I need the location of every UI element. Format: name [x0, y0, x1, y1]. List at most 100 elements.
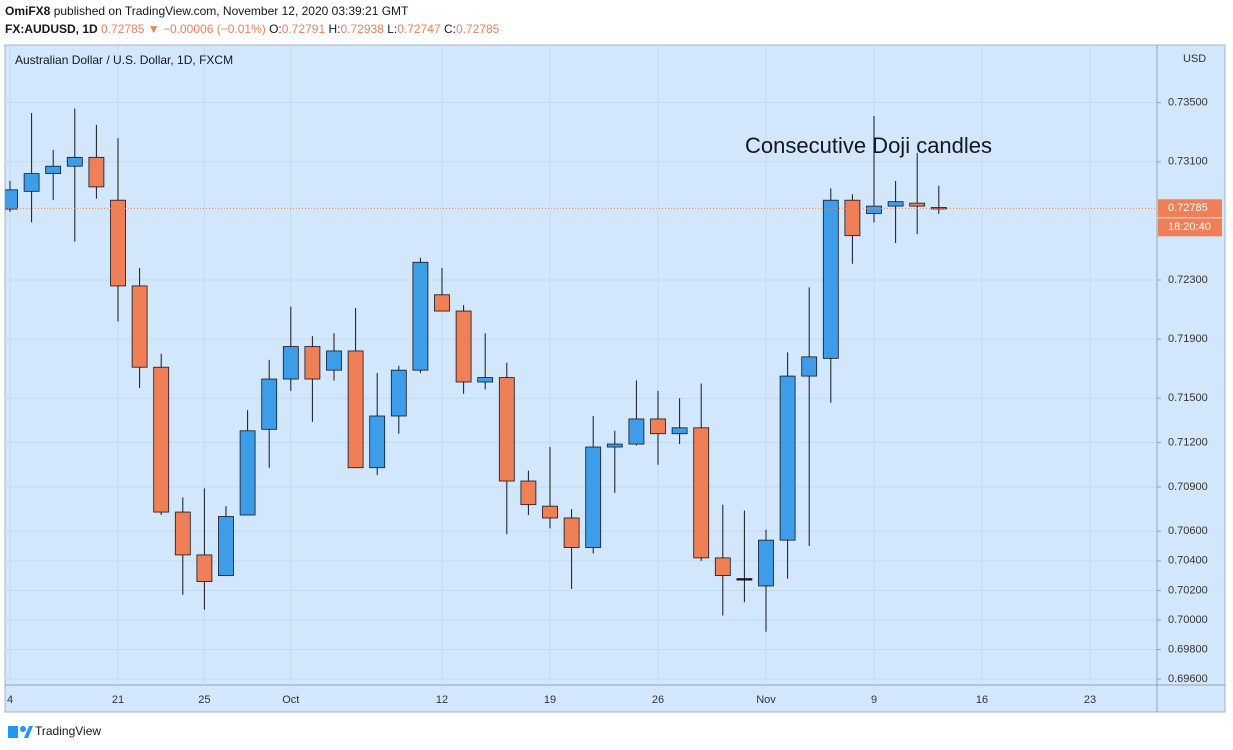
y-tick-label: 0.70900	[1168, 481, 1208, 493]
published: published on TradingView.com, November 1…	[54, 4, 409, 18]
candle-body	[542, 505, 558, 519]
x-tick-label: 16	[976, 694, 988, 706]
candle-body	[650, 418, 666, 435]
h-label: H:	[328, 22, 340, 36]
candle-body	[88, 156, 105, 188]
candle-body	[844, 199, 861, 237]
x-tick-label: 12	[436, 694, 448, 706]
candle-body	[693, 427, 710, 559]
candle-body	[585, 446, 602, 548]
candle-body	[369, 415, 386, 469]
last-price-box	[1158, 199, 1222, 218]
candle-body	[801, 356, 818, 377]
candle-body	[23, 173, 40, 192]
x-tick-label: 9	[871, 694, 877, 706]
axes: 0.73500 0.73100 0.72300 0.71900 0.71500 0.712…	[7, 97, 1222, 706]
candle-body	[628, 418, 645, 445]
change: −0.00006 (−0.01%)	[163, 22, 266, 36]
c-value: 0.72785	[456, 22, 500, 36]
arrow: ▼	[148, 22, 160, 36]
last-price-label: 0.72785	[1168, 202, 1208, 214]
x-tick-label: Nov	[756, 694, 776, 706]
candle-body	[5, 189, 18, 210]
l-label: L:	[387, 22, 397, 36]
footer-logo	[8, 726, 33, 738]
h-value: 0.72938	[340, 22, 384, 36]
o-label: O:	[269, 22, 282, 36]
candle-body	[153, 366, 170, 513]
x-tick-label: 4	[7, 694, 13, 706]
candle-body	[218, 516, 234, 577]
last: 0.72785	[101, 22, 145, 36]
x-tick-label: 23	[1084, 694, 1096, 706]
candle-body	[498, 377, 515, 482]
annotation: Consecutive Doji candles	[745, 133, 992, 158]
candle-body	[909, 202, 926, 207]
publish-line: OmiFX8 published on TradingView.com, Nov…	[5, 4, 409, 18]
chart-area	[4, 44, 1226, 713]
candle-body	[304, 346, 321, 380]
x-tick-label: 21	[112, 694, 124, 706]
candle-body	[671, 427, 688, 435]
candle-body	[434, 294, 450, 312]
candle-body	[261, 378, 278, 430]
c-label: C:	[444, 22, 456, 36]
candle-body	[520, 480, 537, 506]
y-tick-label: 0.69600	[1168, 673, 1208, 685]
candle-body	[174, 511, 191, 556]
candle-body	[131, 285, 148, 368]
candle-body	[563, 517, 580, 548]
candle-body	[347, 350, 364, 469]
y-tick-label: 0.71200	[1168, 437, 1208, 449]
x-tick-label: Oct	[282, 694, 299, 706]
quote-line: FX:AUDUSD, 1D 0.72785 ▼ −0.00006 (−0.01%…	[5, 22, 500, 36]
candle-body	[390, 369, 407, 417]
candle-body	[239, 430, 256, 516]
y-tick-label: 0.70400	[1168, 555, 1208, 567]
candle-body	[714, 557, 731, 577]
countdown-label: 18:20:40	[1168, 221, 1211, 233]
y-tick-label: 0.69800	[1168, 643, 1208, 655]
candle-body	[866, 205, 882, 214]
symbol: FX:AUDUSD, 1D	[5, 22, 98, 36]
candle-body	[758, 539, 774, 587]
y-tick-label: 0.70600	[1168, 525, 1208, 537]
grid	[5, 45, 1157, 685]
candle-body	[326, 350, 342, 371]
logo-part	[20, 726, 26, 732]
y-tick-label: 0.70000	[1168, 614, 1208, 626]
chart-title: Australian Dollar / U.S. Dollar, 1D, FXC…	[15, 53, 233, 67]
x-tick-label: 19	[544, 694, 556, 706]
candle-body	[887, 201, 904, 207]
candle-body	[45, 165, 62, 174]
o-value: 0.72791	[282, 22, 326, 36]
y-tick-label: 0.72300	[1168, 274, 1208, 286]
y-tick-label: 0.73100	[1168, 156, 1208, 168]
y-tick-label: 0.71500	[1168, 392, 1208, 404]
candle-body	[736, 578, 753, 581]
candle-body	[455, 310, 472, 383]
candle-body	[822, 199, 839, 359]
x-tick-label: 25	[198, 694, 210, 706]
candle-body	[606, 443, 623, 448]
candle-body	[779, 375, 796, 541]
candle-body	[412, 261, 429, 371]
x-tick-label: 26	[652, 694, 664, 706]
candle-body	[66, 156, 83, 167]
footer-brand: TradingView	[35, 724, 101, 738]
logo-part	[8, 726, 18, 738]
candles	[5, 108, 1157, 632]
countdown-box	[1158, 218, 1222, 237]
candle-body	[110, 199, 126, 287]
y-tick-label: 0.71900	[1168, 333, 1208, 345]
y-tick-label: 0.73500	[1168, 97, 1208, 109]
y-tick-label: 0.70200	[1168, 584, 1208, 596]
publisher: OmiFX8	[5, 4, 51, 18]
candle-body	[477, 377, 494, 383]
l-value: 0.72747	[397, 22, 441, 36]
currency: USD	[1183, 53, 1206, 65]
candle-body	[196, 554, 213, 582]
logo-part	[24, 726, 33, 738]
candle-body	[282, 346, 299, 380]
